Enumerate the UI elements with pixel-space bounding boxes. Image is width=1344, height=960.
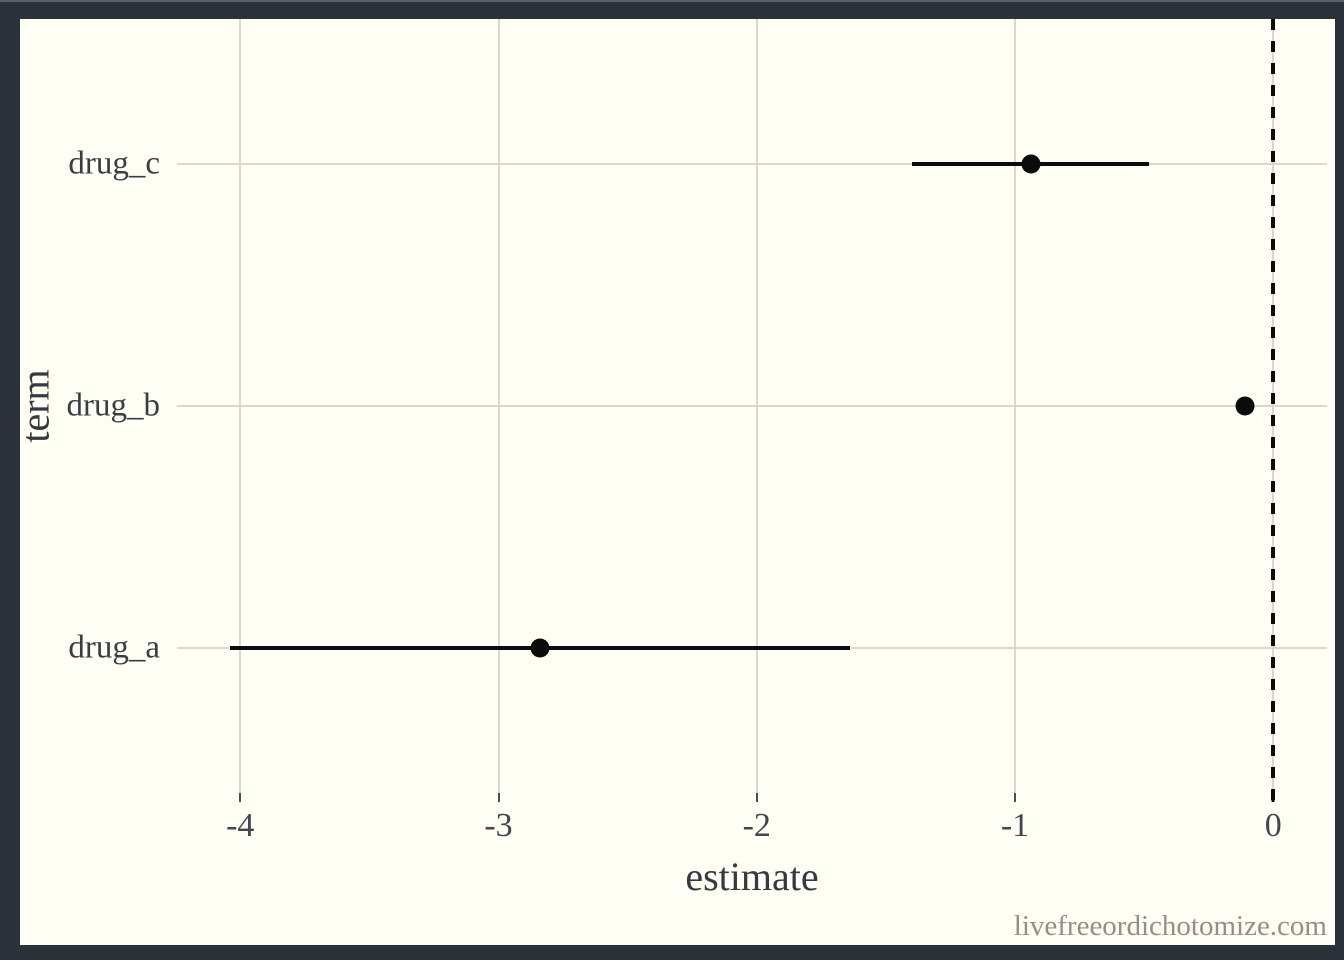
row-label: drug_a	[68, 629, 160, 666]
row-label: drug_b	[66, 387, 161, 424]
x-tick-label: -2	[742, 807, 771, 844]
row-label: drug_c	[68, 145, 160, 182]
chart-panel	[177, 19, 1327, 811]
watermark-text: livefreeordichotomize.com	[1013, 910, 1327, 942]
zero-reference-line	[1271, 19, 1276, 811]
x-tick-label: -1	[1000, 807, 1030, 844]
x-tick	[239, 793, 242, 802]
x-tick-label: -3	[484, 807, 513, 844]
x-tick	[755, 793, 758, 802]
estimate-point	[1235, 396, 1255, 416]
estimate-point	[530, 638, 550, 658]
x-tick	[1271, 793, 1275, 802]
x-tick	[1014, 793, 1017, 802]
x-tick-label: -4	[226, 807, 255, 844]
x-tick	[497, 793, 500, 802]
estimate-point	[1021, 154, 1041, 174]
h-gridline	[177, 163, 1327, 166]
v-gridline	[497, 19, 500, 793]
h-gridline	[177, 405, 1327, 407]
v-gridline	[239, 19, 242, 793]
x-axis-title: estimate	[685, 854, 819, 899]
v-gridline	[1014, 19, 1017, 793]
v-gridline	[755, 19, 758, 793]
x-tick-label: 0	[1264, 807, 1282, 844]
plot-background: estimate term livefreeordichotomize.com …	[13, 19, 1335, 945]
